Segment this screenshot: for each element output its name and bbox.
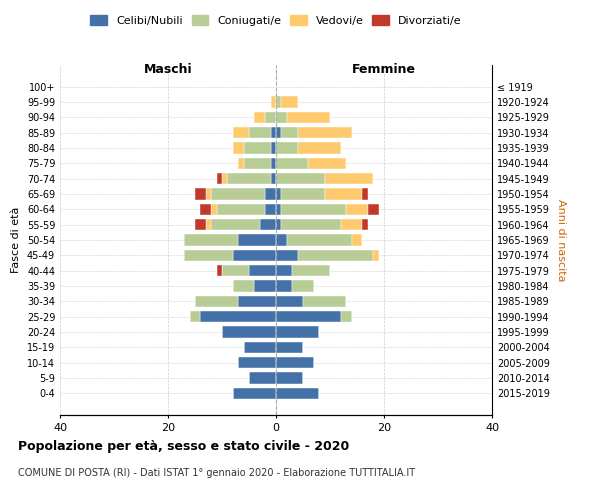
Bar [190,311,200,322]
Bar [217,265,222,276]
Bar [341,219,362,230]
Bar [233,280,254,292]
Bar [298,250,373,261]
Bar [276,296,303,307]
Bar [206,188,211,200]
Bar [276,204,281,215]
Bar [222,326,276,338]
Bar [276,219,281,230]
Bar [222,173,227,184]
Bar [298,127,352,138]
Bar [233,388,276,399]
Bar [276,173,325,184]
Bar [184,250,233,261]
Bar [276,280,292,292]
Text: COMUNE DI POSTA (RI) - Dati ISTAT 1° gennaio 2020 - Elaborazione TUTTITALIA.IT: COMUNE DI POSTA (RI) - Dati ISTAT 1° gen… [18,468,415,477]
Bar [292,280,314,292]
Bar [217,204,265,215]
Bar [206,219,211,230]
Bar [265,204,276,215]
Bar [260,219,276,230]
Bar [244,342,276,353]
Bar [271,96,276,108]
Bar [276,112,287,123]
Bar [276,326,319,338]
Bar [276,127,281,138]
Bar [195,188,206,200]
Bar [276,96,281,108]
Bar [249,127,271,138]
Bar [249,372,276,384]
Bar [341,311,352,322]
Bar [238,234,276,246]
Bar [211,188,265,200]
Bar [292,265,330,276]
Legend: Celibi/Nubili, Coniugati/e, Vedovi/e, Divorziati/e: Celibi/Nubili, Coniugati/e, Vedovi/e, Di… [86,10,466,30]
Bar [271,142,276,154]
Bar [276,342,303,353]
Bar [271,127,276,138]
Bar [271,173,276,184]
Bar [287,234,352,246]
Bar [281,188,325,200]
Bar [276,372,303,384]
Bar [244,142,271,154]
Bar [325,188,362,200]
Bar [373,250,379,261]
Bar [281,204,346,215]
Bar [200,311,276,322]
Bar [233,142,244,154]
Bar [238,296,276,307]
Bar [265,112,276,123]
Bar [308,158,346,169]
Bar [276,142,298,154]
Bar [211,204,217,215]
Bar [346,204,368,215]
Text: Maschi: Maschi [143,63,193,76]
Bar [211,219,260,230]
Bar [276,158,308,169]
Bar [276,188,281,200]
Bar [227,173,271,184]
Bar [249,265,276,276]
Bar [276,250,298,261]
Bar [217,173,222,184]
Bar [254,112,265,123]
Bar [276,234,287,246]
Bar [200,204,211,215]
Bar [238,158,244,169]
Bar [276,265,292,276]
Bar [244,158,271,169]
Bar [271,158,276,169]
Bar [222,265,249,276]
Y-axis label: Anni di nascita: Anni di nascita [556,198,566,281]
Bar [362,219,368,230]
Bar [298,142,341,154]
Bar [276,311,341,322]
Bar [325,173,373,184]
Bar [195,296,238,307]
Bar [233,250,276,261]
Bar [287,112,330,123]
Text: Femmine: Femmine [352,63,416,76]
Text: Popolazione per età, sesso e stato civile - 2020: Popolazione per età, sesso e stato civil… [18,440,349,453]
Bar [265,188,276,200]
Bar [238,357,276,368]
Bar [233,127,249,138]
Bar [362,188,368,200]
Bar [281,219,341,230]
Bar [276,388,319,399]
Bar [195,219,206,230]
Bar [368,204,379,215]
Bar [281,96,298,108]
Bar [281,127,298,138]
Bar [352,234,362,246]
Bar [184,234,238,246]
Y-axis label: Fasce di età: Fasce di età [11,207,21,273]
Bar [254,280,276,292]
Bar [276,357,314,368]
Bar [303,296,346,307]
